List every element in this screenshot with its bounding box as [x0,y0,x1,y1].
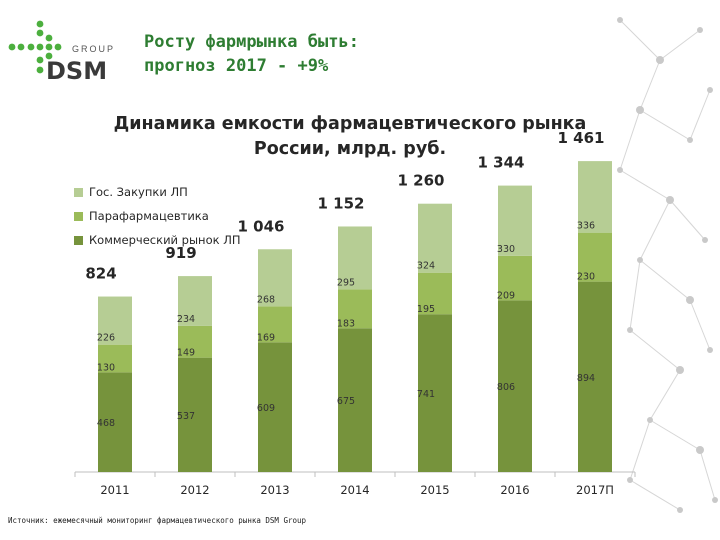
bar-segment-para [418,272,452,315]
bar-segment-gos [178,276,212,326]
data-label-para: 230 [577,272,595,283]
bar-segment-komm [258,342,292,472]
bar-segment-gos [498,185,532,256]
x-tick-label: 2014 [340,483,369,497]
data-label-para: 130 [97,362,115,373]
data-label-komm: 741 [417,389,435,400]
data-label-komm: 609 [257,403,275,414]
data-label-gos: 268 [257,294,275,305]
legend-label-komm: Коммерческий рынок ЛП [89,233,241,247]
total-label: 1 152 [318,194,365,212]
chart-legend: Гос. Закупки ЛП Парафармацевтика Коммерч… [74,180,241,252]
slide-title: Росту фармрынка быть: прогноз 2017 - +9% [144,30,484,78]
legend-label-para: Парафармацевтика [89,209,209,223]
bar-segment-gos [258,249,292,307]
data-label-gos: 234 [177,314,195,325]
dsm-group-logo: GROUP DSM [8,20,115,82]
legend-swatch-para [74,211,83,221]
data-label-gos: 336 [577,221,595,232]
data-label-para: 195 [417,304,435,315]
bar-segment-komm [498,300,532,472]
x-tick-label: 2012 [180,483,209,497]
bar-segment-komm [98,372,132,472]
total-label: 824 [85,265,116,283]
bar-segment-komm [338,328,372,472]
bar-segment-gos [338,226,372,290]
x-tick-label: 2011 [100,483,129,497]
bar-segment-komm [178,357,212,472]
data-label-komm: 894 [577,373,595,384]
data-label-komm: 537 [177,411,195,422]
data-label-para: 149 [177,348,195,359]
data-label-komm: 675 [337,396,355,407]
data-label-gos: 295 [337,277,355,288]
total-label: 1 260 [398,172,445,190]
molecule-decoration [617,17,718,513]
bar-segment-gos [98,296,132,345]
data-label-komm: 468 [97,418,115,429]
total-label: 1 461 [558,129,605,147]
bar-segment-komm [418,314,452,472]
legend-item-gos: Гос. Закупки ЛП [74,180,241,204]
logo-group-text: GROUP [72,44,115,54]
total-label: 1 046 [238,217,285,235]
logo-dsm-text: DSM [46,57,107,82]
bar-segment-gos [418,203,452,273]
legend-swatch-gos [74,187,83,197]
bar-segment-para [578,232,612,282]
chart-title-line2: России, млрд. руб. [253,139,447,159]
bar-segment-gos [578,161,612,233]
total-label: 1 344 [478,154,525,172]
chart-title-line1: Динамика емкости фармацевтического рынка [113,114,587,134]
data-label-gos: 324 [417,261,435,272]
x-tick-label: 2013 [260,483,289,497]
slide-title-line1: Росту фармрынка быть: [144,32,359,52]
data-label-gos: 226 [97,333,115,344]
slide-title-line2: прогноз 2017 - +9% [144,56,329,76]
legend-label-gos: Гос. Закупки ЛП [89,185,188,199]
bar-segment-para [98,344,132,373]
x-tick-label: 2015 [420,483,449,497]
legend-item-para: Парафармацевтика [74,204,241,228]
bar-segment-para [258,306,292,343]
chart-title: Динамика емкости фармацевтического рынка… [100,112,600,162]
source-note: Источник: ежемесячный мониторинг фармаце… [8,516,307,525]
data-label-komm: 806 [497,382,515,393]
bar-segment-para [498,255,532,301]
bar-segment-para [178,325,212,358]
x-tick-label: 2016 [500,483,529,497]
total-label: 919 [165,244,196,262]
data-label-para: 209 [497,290,515,301]
legend-swatch-komm [74,235,83,245]
legend-item-komm: Коммерческий рынок ЛП [74,228,241,252]
data-label-para: 169 [257,332,275,343]
x-tick-label: 2017П [576,483,614,497]
bar-segment-para [338,289,372,329]
data-label-para: 183 [337,318,355,329]
bar-segment-komm [578,281,612,472]
data-label-gos: 330 [497,244,515,255]
